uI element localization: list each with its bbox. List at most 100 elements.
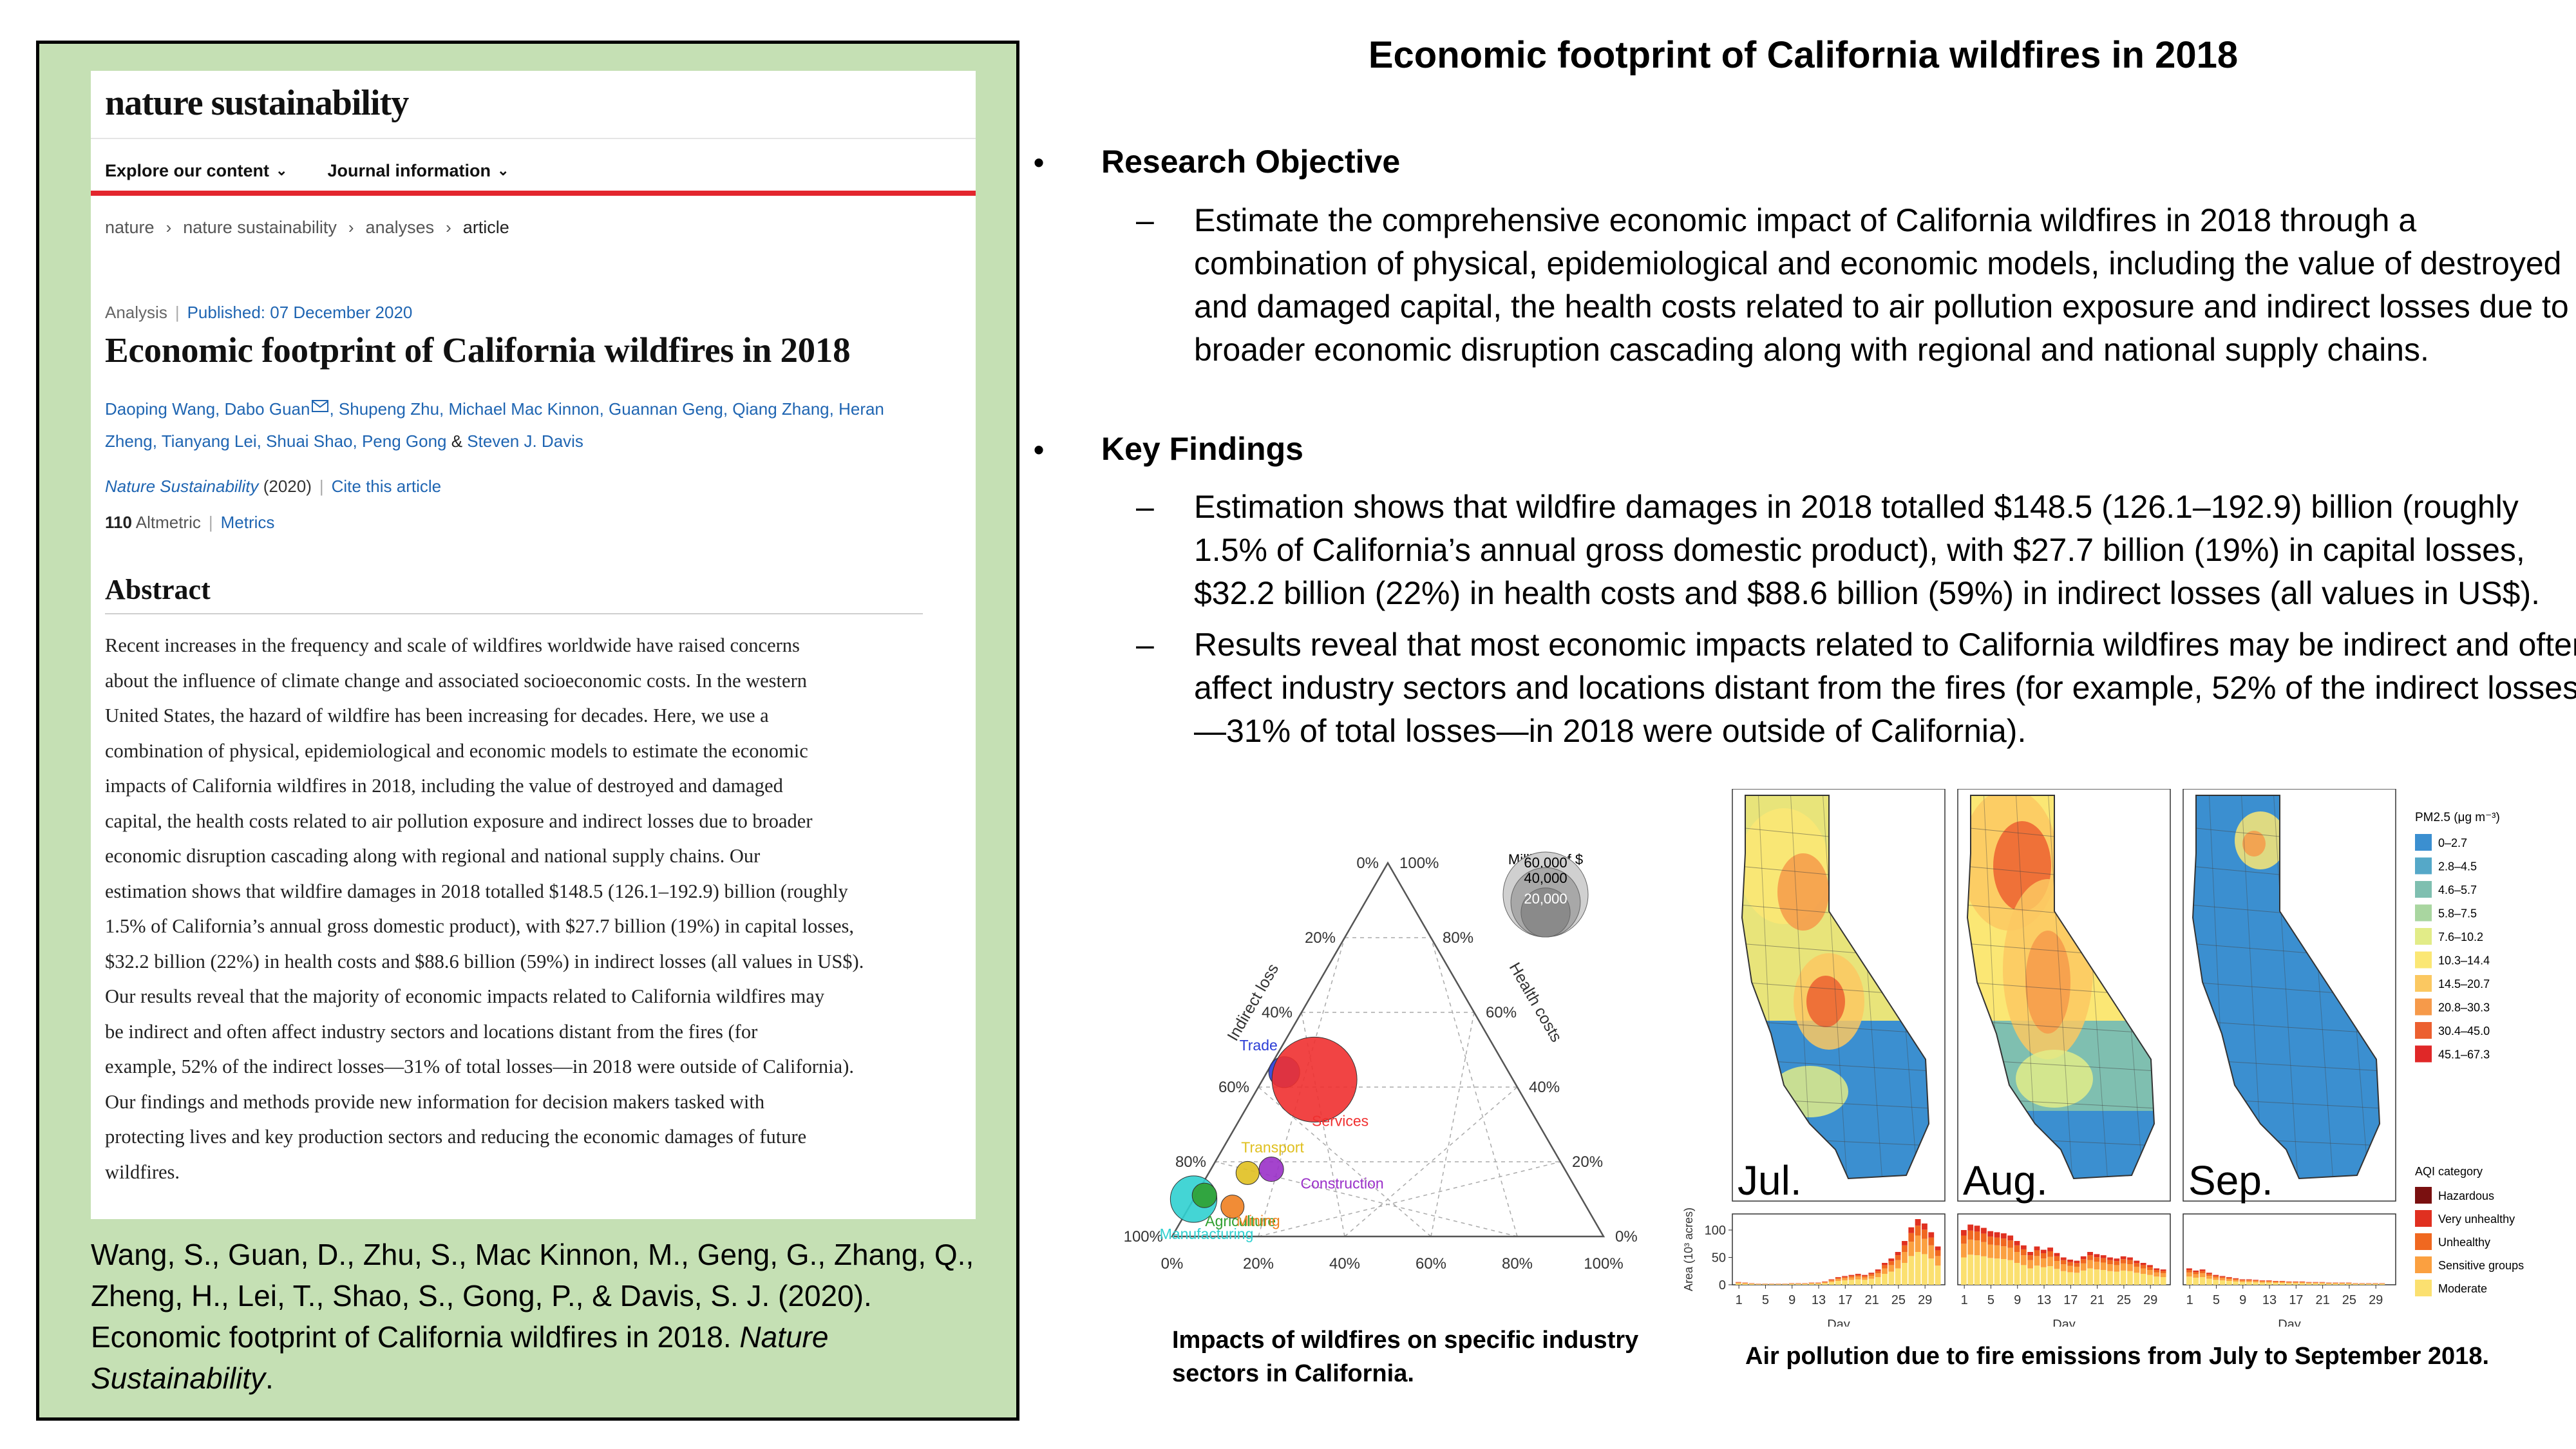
cite-article-link[interactable]: Cite this article xyxy=(331,477,442,496)
day-bar xyxy=(2339,1282,2345,1285)
air-pollution-figure: Jul. 1 5 9 13 17 21 25 29 Day 0 50 100 Area (10³ acre… xyxy=(1682,789,2524,1327)
authors-text[interactable]: Zheng, Tianyang Lei, Shuai Shao, Peng Go… xyxy=(105,431,447,451)
day-bar-segment xyxy=(2120,1256,2126,1260)
x-tick-label: 25 xyxy=(1891,1293,1906,1307)
day-bar-segment xyxy=(1922,1223,1927,1230)
day-bar-segment xyxy=(2259,1280,2266,1281)
day-bar-segment xyxy=(2100,1270,2107,1285)
day-bar-segment xyxy=(1888,1261,1895,1265)
breadcrumb-analyses[interactable]: analyses xyxy=(365,218,435,237)
journal-logo[interactable]: nature sustainability xyxy=(105,83,409,123)
sector-bubble[interactable] xyxy=(1271,1036,1358,1122)
day-bar-segment xyxy=(2054,1256,2060,1262)
bottom-tick-label: 100% xyxy=(1584,1255,1623,1273)
day-bar xyxy=(1935,1246,1941,1285)
abstract-line: capital, the health costs related to air… xyxy=(105,810,813,832)
authors-text[interactable]: Steven J. Davis xyxy=(467,431,583,451)
day-bar-segment xyxy=(2114,1271,2120,1285)
bottom-tick-label: 20% xyxy=(1243,1255,1274,1273)
dash-marker: – xyxy=(1136,627,1154,663)
day-bar-segment xyxy=(2074,1273,2080,1285)
day-bar xyxy=(1974,1226,1980,1285)
day-bar-segment xyxy=(2007,1235,2014,1241)
daily-area-chart: 1 5 9 13 17 21 25 29 Day xyxy=(1957,1213,2171,1327)
day-bar xyxy=(1736,1282,1741,1285)
day-bar-segment xyxy=(1842,1280,1848,1285)
day-bar-segment xyxy=(2100,1255,2107,1258)
day-bar-segment xyxy=(2000,1233,2007,1239)
day-bar-segment xyxy=(2319,1283,2325,1285)
day-bar-segment xyxy=(1855,1279,1861,1285)
day-bar-segment xyxy=(2087,1252,2093,1256)
day-bar-segment xyxy=(1855,1274,1861,1277)
breadcrumb-nature-sustainability[interactable]: nature sustainability xyxy=(183,218,337,237)
day-bar-segment xyxy=(1980,1256,1987,1285)
sector-bubble[interactable] xyxy=(1191,1182,1217,1208)
sector-bubble[interactable] xyxy=(1220,1195,1245,1219)
x-tick-label: 29 xyxy=(2369,1293,2383,1307)
abstract-body: Recent increases in the frequency and sc… xyxy=(105,628,942,1189)
day-bar xyxy=(2319,1282,2325,1285)
nav-explore-content[interactable]: Explore our content ⌄ xyxy=(105,155,287,187)
day-bar-segment xyxy=(2034,1265,2040,1285)
citation-text: Wang, S., Guan, D., Zhu, S., Mac Kinnon,… xyxy=(91,1238,974,1354)
month-label: Aug. xyxy=(1963,1157,2048,1204)
pollution-map-panel: Sep. xyxy=(2183,789,2396,1204)
day-bar-segment xyxy=(2313,1282,2318,1283)
breadcrumb-article: article xyxy=(462,218,509,237)
day-bar-segment xyxy=(1980,1227,1987,1234)
day-bar xyxy=(1868,1273,1875,1285)
county-line xyxy=(1822,795,1849,1179)
day-bar-segment xyxy=(1755,1284,1761,1285)
sub-bullet-text: Estimate the comprehensive economic impa… xyxy=(1194,202,2569,368)
journal-name[interactable]: Nature Sustainability xyxy=(105,477,259,496)
article-type: Analysis xyxy=(105,303,167,322)
metrics-link[interactable]: Metrics xyxy=(220,513,275,532)
bottom-tick-label: 0% xyxy=(1161,1255,1184,1273)
day-bar xyxy=(2286,1281,2292,1285)
day-bar-segment xyxy=(2107,1264,2113,1271)
day-bar-segment xyxy=(1915,1219,1921,1226)
day-bar xyxy=(2147,1265,2153,1285)
day-bar xyxy=(2120,1256,2126,1285)
day-bar-segment xyxy=(2213,1277,2219,1280)
day-bar-segment xyxy=(2365,1283,2372,1285)
sector-bubble[interactable] xyxy=(1258,1157,1284,1182)
day-bar xyxy=(2087,1252,2093,1285)
day-bar xyxy=(1762,1283,1768,1285)
day-bar-segment xyxy=(1882,1265,1888,1269)
day-bar-segment xyxy=(2127,1264,2133,1271)
day-bar-segment xyxy=(2020,1249,2027,1256)
day-bar-segment xyxy=(1875,1271,1881,1274)
sector-bubble[interactable] xyxy=(1235,1160,1260,1185)
authors-text[interactable]: , Shupeng Zhu, Michael Mac Kinnon, Guann… xyxy=(329,399,884,419)
authors-text[interactable]: Daoping Wang, Dabo Guan xyxy=(105,399,310,419)
day-bar-segment xyxy=(2060,1260,2067,1265)
day-bar-segment xyxy=(1862,1277,1868,1280)
journal-line: Nature Sustainability (2020) | Cite this… xyxy=(105,477,441,497)
day-bar-segment xyxy=(1795,1283,1801,1285)
x-axis-title: Day xyxy=(2278,1318,2301,1327)
day-bar xyxy=(2193,1270,2199,1285)
breadcrumb-nature[interactable]: nature xyxy=(105,218,155,237)
county-line xyxy=(1967,1020,2154,1034)
daily-area-chart: 1 5 9 13 17 21 25 29 Day xyxy=(2183,1213,2396,1327)
y-axis-title: Area (10³ acres) xyxy=(1682,1208,1695,1291)
day-bar-segment xyxy=(1736,1282,1741,1283)
pm-legend-swatch xyxy=(2415,1045,2432,1063)
day-bar xyxy=(1915,1219,1921,1285)
pollution-map-panel: Jul. xyxy=(1732,789,1946,1204)
day-bar-segment xyxy=(2299,1282,2306,1283)
day-bar-segment xyxy=(1855,1276,1861,1280)
nav-journal-information[interactable]: Journal information ⌄ xyxy=(327,155,509,187)
day-bar-segment xyxy=(2372,1283,2378,1285)
pm-legend-label: 20.8–30.3 xyxy=(2438,1001,2490,1014)
citation-panel: nature sustainability Explore our conten… xyxy=(36,41,1019,1421)
author-list: Daoping Wang, Dabo Guan , Shupeng Zhu, Mi… xyxy=(105,393,955,457)
day-bar-segment xyxy=(2359,1283,2365,1284)
day-bar-segment xyxy=(2107,1260,2113,1265)
x-tick-label: 5 xyxy=(1987,1293,1994,1307)
day-bar-segment xyxy=(2279,1282,2286,1283)
day-bar xyxy=(2094,1254,2100,1285)
email-icon[interactable] xyxy=(311,399,329,413)
